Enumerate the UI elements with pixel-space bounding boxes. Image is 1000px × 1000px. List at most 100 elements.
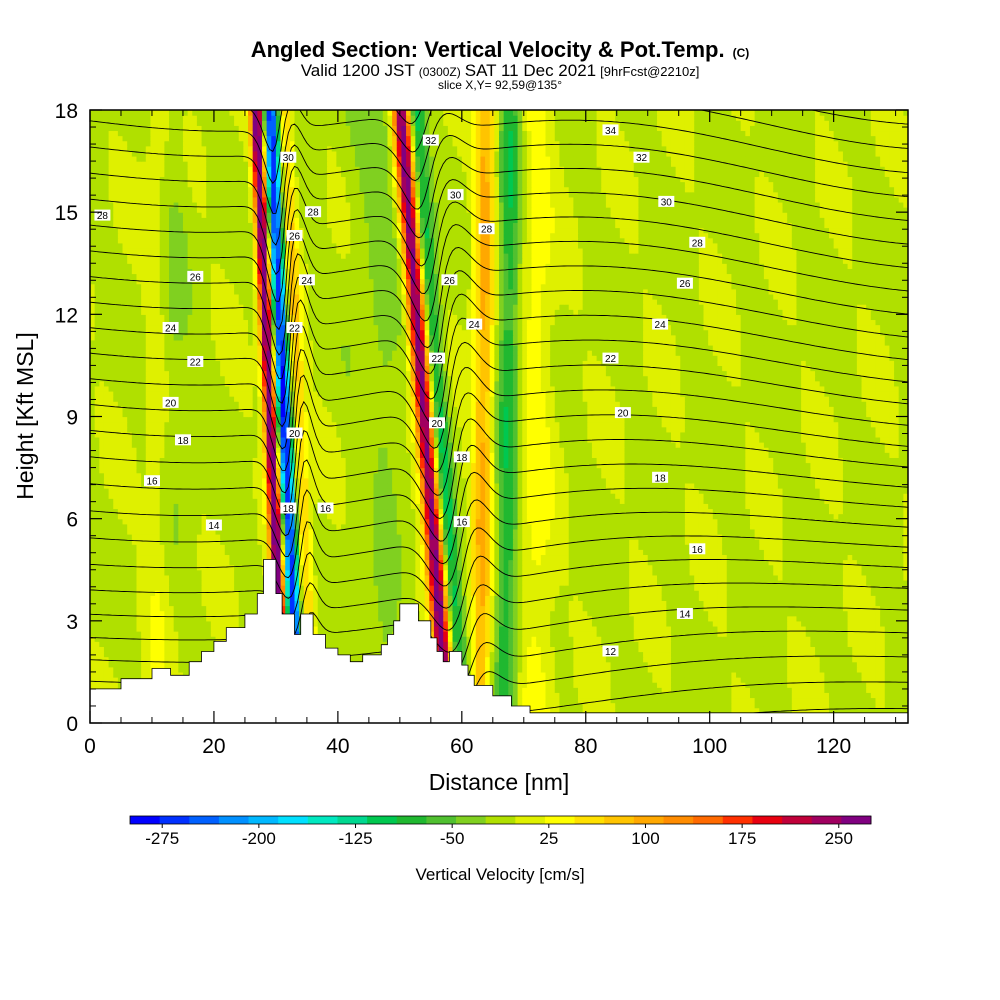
velocity-cell: [791, 651, 798, 658]
velocity-cell: [852, 656, 858, 663]
velocity-cell: [564, 620, 570, 627]
velocity-cell: [540, 656, 547, 663]
velocity-cell: [731, 671, 737, 678]
velocity-cell: [90, 595, 96, 601]
velocity-cell: [861, 600, 867, 607]
velocity-cell: [289, 585, 296, 591]
velocity-cell: [392, 574, 398, 581]
velocity-cell: [531, 671, 537, 678]
velocity-cell: [494, 666, 500, 673]
velocity-cell: [833, 671, 839, 678]
velocity-cell: [870, 636, 877, 642]
velocity-cell: [684, 646, 691, 653]
velocity-cell: [666, 697, 672, 704]
velocity-cell: [657, 641, 663, 647]
velocity-cell: [601, 579, 607, 586]
velocity-cell: [838, 585, 844, 591]
velocity-cell: [545, 651, 551, 658]
velocity-cell: [327, 574, 333, 581]
velocity-cell: [573, 625, 579, 632]
velocity-cell: [763, 595, 770, 601]
velocity-cell: [173, 661, 179, 668]
velocity-cell: [229, 605, 235, 612]
velocity-cell: [629, 702, 635, 709]
velocity-cell: [582, 656, 588, 663]
velocity-cell: [155, 656, 161, 663]
velocity-cell: [489, 677, 495, 683]
velocity-cell: [438, 615, 444, 622]
velocity-cell: [568, 671, 574, 678]
velocity-cell: [884, 646, 891, 653]
velocity-cell: [559, 610, 565, 617]
velocity-cell: [838, 636, 844, 642]
velocity-cell: [187, 615, 193, 622]
velocity-cell: [308, 574, 314, 581]
velocity-cell: [113, 610, 119, 617]
velocity-cell: [275, 585, 282, 591]
velocity-cell: [485, 595, 491, 601]
velocity-cell: [805, 656, 811, 663]
velocity-cell: [633, 702, 640, 709]
velocity-cell: [485, 661, 491, 668]
velocity-cell: [494, 600, 500, 607]
velocity-cell: [475, 610, 482, 617]
velocity-cell: [815, 661, 821, 668]
velocity-cell: [243, 579, 249, 586]
velocity-cell: [582, 677, 588, 683]
velocity-cell: [796, 600, 802, 607]
velocity-cell: [694, 625, 700, 632]
velocity-cell: [745, 585, 751, 591]
velocity-cell: [103, 585, 110, 591]
velocity-cell: [145, 666, 152, 673]
velocity-cell: [847, 656, 853, 663]
velocity-cell: [875, 605, 881, 612]
velocity-cell: [368, 615, 375, 622]
velocity-cell: [856, 702, 863, 709]
velocity-cell: [629, 692, 635, 699]
velocity-cell: [880, 610, 886, 617]
velocity-cell: [722, 687, 728, 693]
velocity-cell: [661, 666, 667, 673]
velocity-cell: [350, 600, 356, 607]
velocity-cell: [536, 620, 542, 627]
velocity-cell: [708, 707, 714, 714]
velocity-cell: [884, 600, 891, 607]
velocity-cell: [540, 687, 547, 693]
velocity-cell: [173, 646, 179, 653]
velocity-cell: [280, 590, 286, 596]
velocity-cell: [196, 610, 203, 617]
velocity-cell: [568, 585, 574, 591]
velocity-cell: [438, 585, 444, 591]
velocity-cell: [471, 641, 477, 647]
velocity-cell: [582, 702, 588, 709]
velocity-cell: [573, 677, 579, 683]
velocity-cell: [117, 631, 124, 637]
velocity-cell: [127, 605, 133, 612]
velocity-cell: [234, 600, 240, 607]
velocity-cell: [643, 620, 649, 627]
velocity-cell: [582, 620, 588, 627]
velocity-cell: [754, 677, 760, 683]
velocity-cell: [368, 620, 375, 627]
velocity-cell: [703, 646, 709, 653]
velocity-cell: [610, 671, 616, 678]
velocity-cell: [531, 656, 537, 663]
velocity-cell: [382, 620, 389, 627]
velocity-cell: [689, 656, 695, 663]
velocity-cell: [536, 661, 542, 668]
velocity-cell: [136, 585, 142, 591]
velocity-cell: [824, 646, 830, 653]
velocity-cell: [192, 574, 198, 581]
velocity-cell: [768, 579, 774, 586]
velocity-cell: [856, 610, 863, 617]
velocity-cell: [708, 610, 714, 617]
velocity-cell: [494, 661, 500, 668]
velocity-cell: [777, 687, 784, 693]
velocity-cell: [145, 579, 152, 586]
velocity-cell: [838, 677, 844, 683]
velocity-cell: [145, 600, 152, 607]
velocity-cell: [856, 661, 863, 668]
velocity-cell: [880, 666, 886, 673]
velocity-cell: [884, 661, 891, 668]
velocity-cell: [898, 651, 904, 658]
